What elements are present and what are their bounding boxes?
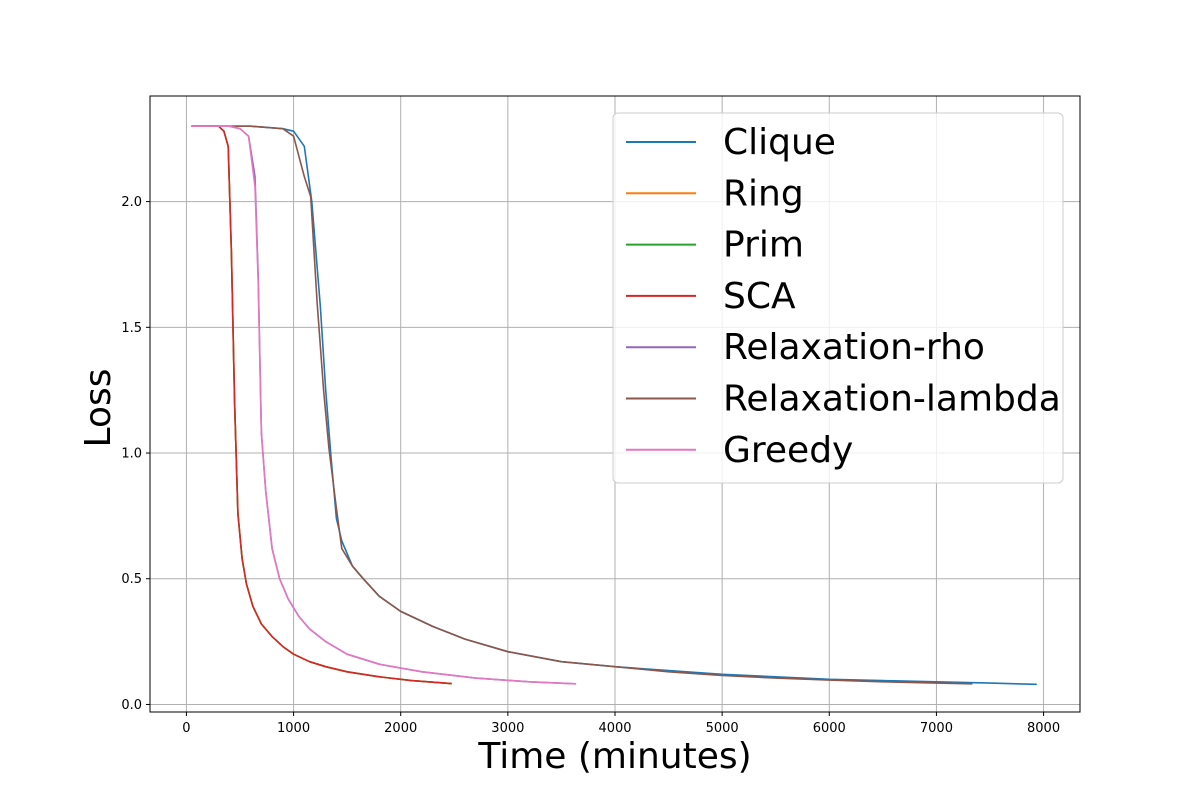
x-axis-title: Time (minutes) — [477, 736, 751, 777]
x-tick-label: 7000 — [920, 721, 953, 736]
legend-label-relaxation-lambda: Relaxation-lambda — [723, 379, 1061, 420]
x-tick-label: 3000 — [491, 721, 524, 736]
x-tick-label: 4000 — [598, 721, 631, 736]
series-layer — [191, 125, 1037, 686]
x-tick-label: 0 — [182, 721, 190, 736]
y-tick-label: 2.0 — [121, 195, 142, 210]
x-tick-label: 2000 — [384, 721, 417, 736]
legend-label-prim: Prim — [723, 225, 804, 266]
legend-label-relaxation-rho: Relaxation-rho — [723, 327, 985, 368]
y-axis-title: Loss — [78, 369, 119, 448]
series-line-relaxation-lambda — [191, 125, 973, 685]
legend-box — [612, 112, 1064, 484]
y-tick-label: 0.0 — [121, 698, 142, 713]
series-line-greedy — [191, 125, 577, 685]
y-tick-label: 1.5 — [121, 321, 142, 336]
tick-layer: 0 1000 2000 3000 4000 5000 6000 7000 8000 0.0 0.5 1… — [121, 195, 1060, 736]
y-tick-label: 0.5 — [121, 572, 142, 587]
legend: Clique Ring Prim SCA Relaxation-rho Relaxatio… — [612, 112, 1064, 484]
x-tick-label: 8000 — [1027, 721, 1060, 736]
legend-label-clique: Clique — [723, 122, 836, 163]
x-tick-label: 6000 — [813, 721, 846, 736]
legend-label-greedy: Greedy — [723, 430, 853, 471]
y-tick-label: 1.0 — [121, 447, 142, 462]
legend-label-ring: Ring — [723, 173, 804, 214]
x-tick-label: 1000 — [277, 721, 310, 736]
series-line-sca — [191, 125, 452, 685]
legend-label-sca: SCA — [723, 276, 796, 317]
x-tick-label: 5000 — [706, 721, 739, 736]
